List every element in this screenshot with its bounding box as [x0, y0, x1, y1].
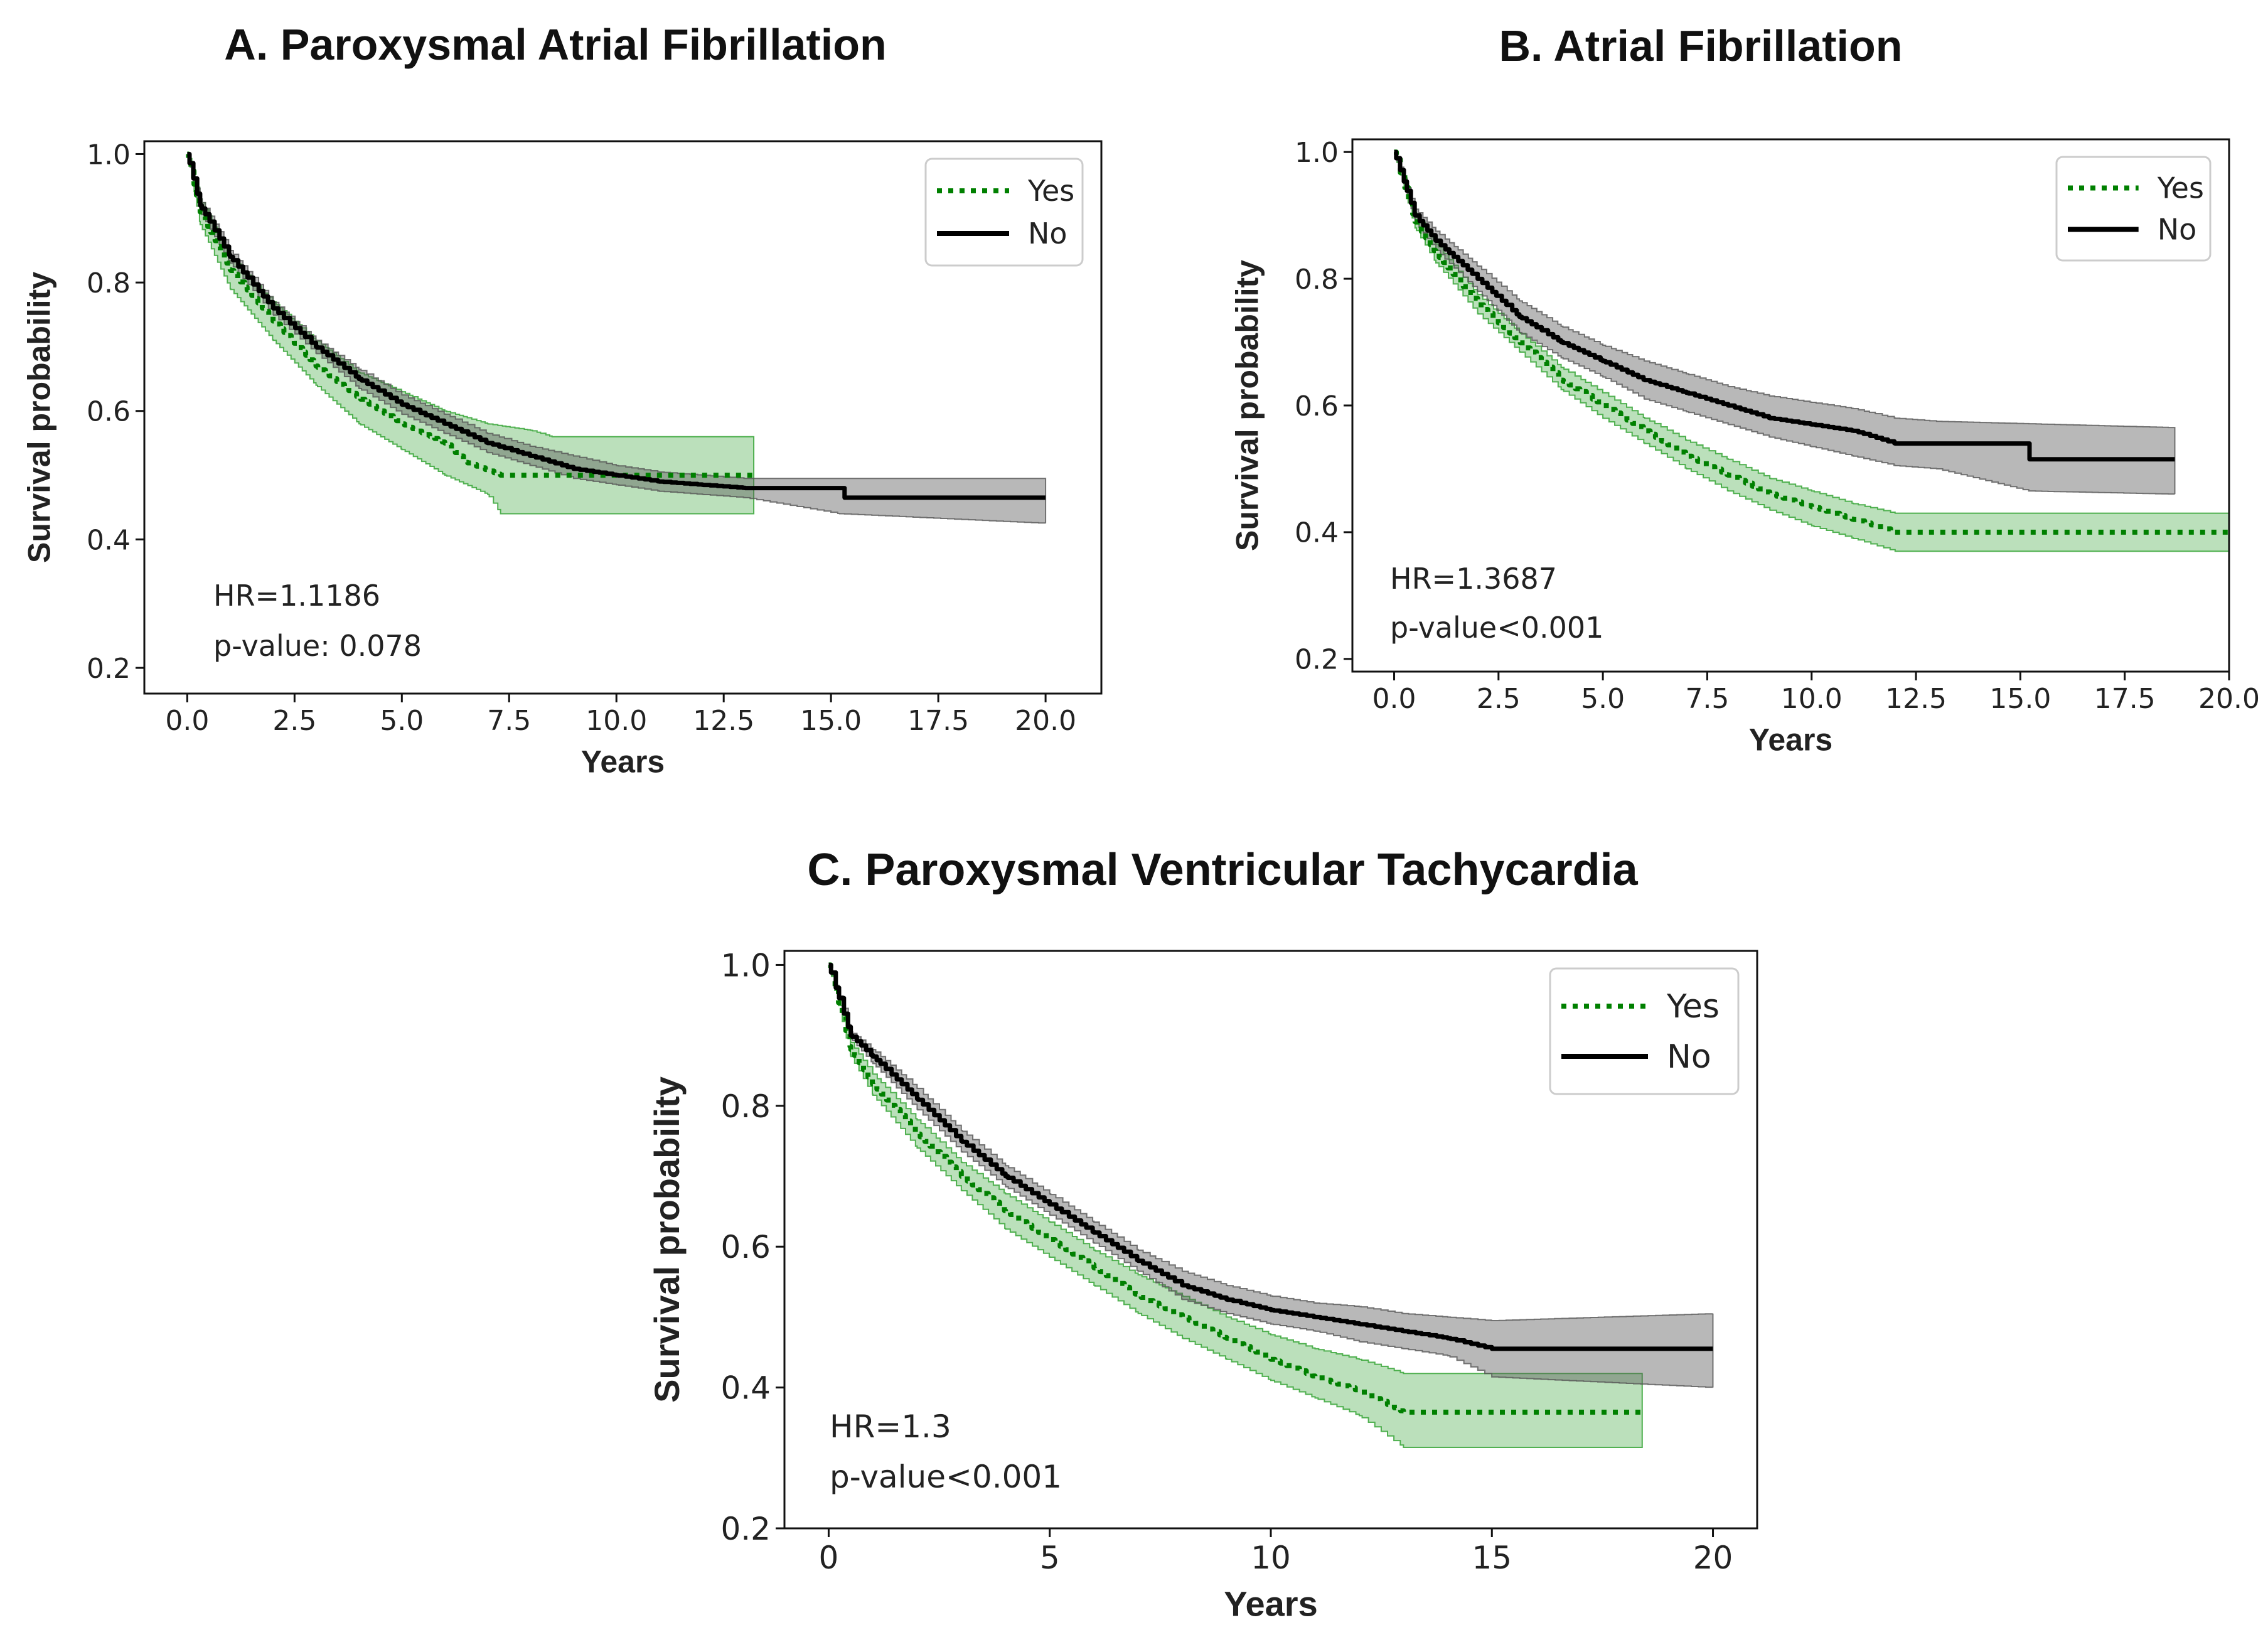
x-tick-label: 20 — [1693, 1540, 1733, 1576]
hazard-ratio-text: HR=1.1186 — [213, 579, 380, 613]
legend-label-yes: Yes — [1027, 174, 1074, 208]
x-tick-label: 2.5 — [272, 705, 316, 737]
x-tick-label: 17.5 — [2094, 683, 2156, 715]
series-line-no — [1394, 149, 2175, 462]
y-axis-label: Survival probability — [647, 1076, 687, 1403]
legend-box — [924, 158, 1084, 267]
series-line-yes — [186, 151, 754, 478]
x-tick-label: 12.5 — [693, 705, 754, 737]
hazard-ratio-text: HR=1.3 — [830, 1408, 951, 1445]
x-tick-label: 20.0 — [1015, 705, 1076, 737]
y-tick-label: 1.0 — [720, 947, 771, 984]
legend-label-yes: Yes — [2157, 171, 2204, 205]
chart-panel-a: A. Paroxysmal Atrial Fibrillation 0.0 2.5 5… — [21, 20, 1103, 780]
x-tick-label: 17.5 — [907, 705, 969, 737]
legend-box — [1549, 967, 1740, 1095]
x-tick-label: 5.0 — [1581, 683, 1625, 715]
y-tick-label: 0.8 — [1295, 264, 1339, 296]
x-tick-label: 2.5 — [1477, 683, 1521, 715]
chart-title: C. Paroxysmal Ventricular Tachycardia — [807, 845, 1638, 895]
legend-label-no: No — [1028, 217, 1067, 250]
y-tick-label: 1.0 — [87, 139, 131, 171]
x-tick-label: 10 — [1251, 1540, 1291, 1576]
legend-label-no: No — [2158, 212, 2197, 246]
series-line-no — [187, 152, 1046, 500]
p-value-text: p-value<0.001 — [1390, 611, 1603, 645]
series-line-no — [828, 962, 1713, 1351]
p-value-text: p-value: 0.078 — [213, 629, 422, 663]
y-tick-label: 0.2 — [87, 653, 131, 685]
series-line-yes — [828, 962, 1642, 1415]
y-tick-label: 1.0 — [1295, 137, 1339, 169]
ci-band-no — [187, 153, 1047, 524]
hazard-ratio-text: HR=1.3687 — [1390, 562, 1557, 596]
x-tick-label: 10.0 — [1781, 683, 1843, 715]
x-tick-label: 5 — [1040, 1540, 1060, 1576]
ci-band-yes — [828, 964, 1643, 1448]
x-axis-label: Years — [581, 744, 665, 780]
ci-band-yes — [187, 153, 755, 515]
ci-band-yes — [1394, 151, 2229, 552]
legend-box — [2055, 156, 2212, 262]
plot-area — [186, 151, 1047, 524]
y-tick-label: 0.8 — [87, 267, 131, 299]
legend: Yes No — [1549, 967, 1740, 1095]
y-tick-label: 0.6 — [87, 396, 131, 428]
y-tick-label: 0.4 — [720, 1370, 771, 1407]
x-tick-label: 7.5 — [1685, 683, 1729, 715]
x-tick-label: 0.0 — [1372, 683, 1416, 715]
x-tick-label: 0 — [819, 1540, 839, 1576]
x-axis-label: Years — [1749, 722, 1832, 758]
x-tick-label: 10.0 — [586, 705, 647, 737]
legend: Yes No — [2055, 156, 2212, 262]
legend-label-no: No — [1667, 1038, 1711, 1076]
legend: Yes No — [924, 158, 1084, 267]
chart-title: B. Atrial Fibrillation — [1499, 21, 1903, 70]
y-axis-label: Survival probability — [21, 272, 56, 563]
x-tick-label: 15 — [1472, 1540, 1512, 1576]
x-tick-label: 12.5 — [1885, 683, 1947, 715]
y-tick-label: 0.2 — [1295, 644, 1339, 676]
p-value-text: p-value<0.001 — [830, 1459, 1062, 1495]
plot-area — [828, 962, 1714, 1448]
y-tick-label: 0.6 — [1295, 390, 1339, 422]
axes-frame — [143, 140, 1103, 695]
x-tick-label: 7.5 — [487, 705, 531, 737]
y-tick-label: 0.4 — [1295, 517, 1339, 549]
chart-panel-c: C. Paroxysmal Ventricular Tachycardia 0 5 1… — [647, 845, 1758, 1624]
y-tick-label: 0.2 — [720, 1511, 771, 1547]
x-tick-label: 0.0 — [165, 705, 209, 737]
x-tick-label: 15.0 — [1989, 683, 2051, 715]
x-tick-label: 15.0 — [800, 705, 862, 737]
chart-panel-b: B. Atrial Fibrillation 0.0 2.5 5.0 7.5 10.0 12… — [1229, 21, 2260, 758]
x-tick-label: 20.0 — [2198, 683, 2260, 715]
legend-label-yes: Yes — [1666, 988, 1720, 1026]
y-tick-label: 0.6 — [720, 1229, 771, 1265]
x-axis-label: Years — [1224, 1584, 1318, 1624]
x-tick-label: 5.0 — [380, 705, 424, 737]
plot-area — [1394, 149, 2229, 552]
y-tick-label: 0.8 — [720, 1088, 771, 1125]
chart-title: A. Paroxysmal Atrial Fibrillation — [224, 20, 886, 69]
y-tick-label: 0.4 — [87, 524, 131, 556]
y-axis-label: Survival probability — [1229, 260, 1265, 551]
